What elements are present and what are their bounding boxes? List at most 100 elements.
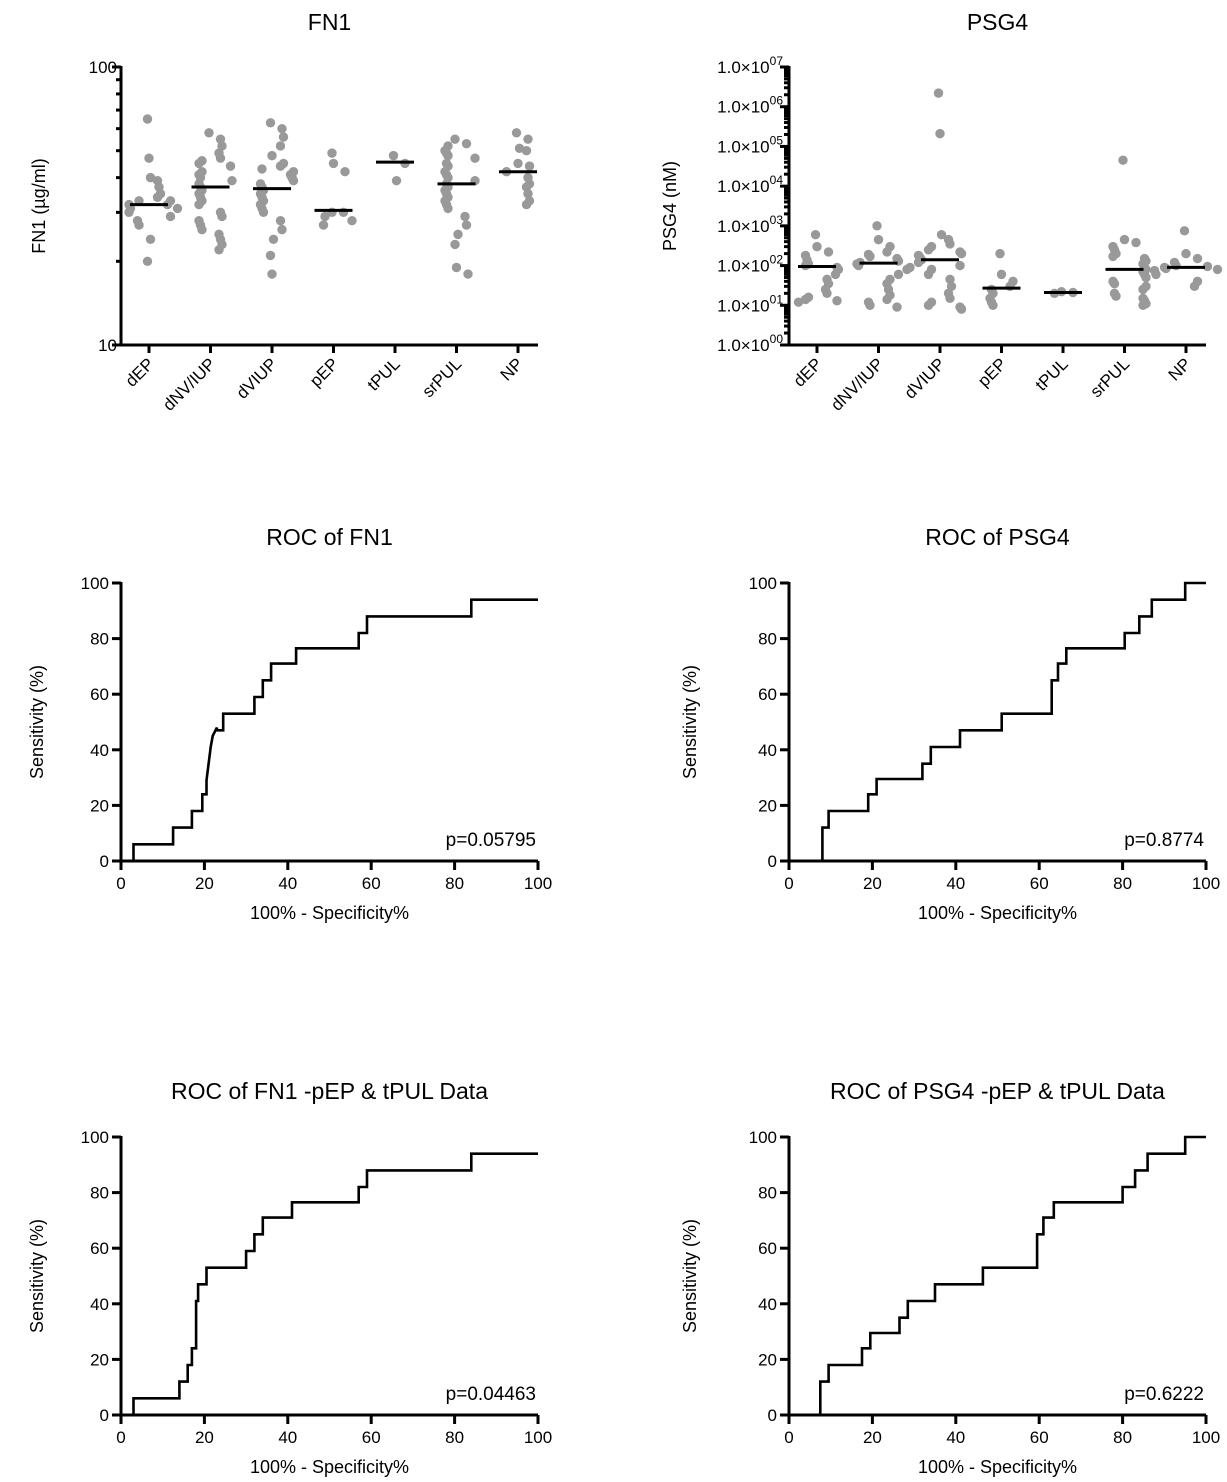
data-point [327, 148, 336, 157]
tick-base: 1.0×10 [717, 257, 769, 276]
data-point [892, 302, 901, 311]
group-1 [192, 128, 237, 254]
data-point [166, 212, 175, 221]
x-tick-label: tPUL [1032, 354, 1072, 394]
data-point [216, 153, 225, 162]
x-tick-label: 20 [863, 1428, 882, 1447]
group-3 [315, 148, 357, 229]
chart-title: ROC of PSG4 [925, 524, 1070, 550]
data-point [143, 114, 152, 123]
x-tick-label: 100 [1192, 1428, 1220, 1447]
y-tick-label: 1.0×1007 [717, 54, 783, 77]
group-2 [253, 118, 298, 279]
y-tick-label: 40 [90, 741, 109, 760]
tick-base: 1.0×10 [717, 137, 769, 156]
y-tick-label: 0 [100, 1406, 109, 1425]
x-tick-label: dEP [790, 354, 826, 390]
x-axis-label: 100% - Specificity% [250, 1457, 409, 1477]
x-axis-label: 100% - Specificity% [918, 1457, 1077, 1477]
data-point [194, 200, 203, 209]
p-value-annotation: p=0.6222 [1124, 1384, 1204, 1405]
chart-5: ROC of PSG4 -pEP & tPUL Data020406080100… [680, 1078, 1220, 1477]
data-point [997, 270, 1006, 279]
data-point [1141, 273, 1150, 282]
data-point [259, 208, 268, 217]
data-point [289, 176, 298, 185]
data-point [1138, 285, 1147, 294]
p-value-annotation: p=0.8774 [1124, 830, 1204, 851]
y-tick-label: 20 [90, 1350, 109, 1369]
roc-curve [820, 1137, 1206, 1415]
data-point [277, 225, 286, 234]
data-point [153, 193, 162, 202]
y-tick-label: 20 [90, 796, 109, 815]
x-tick-label: NP [1165, 354, 1195, 384]
data-point [865, 301, 874, 310]
data-point [957, 304, 966, 313]
x-tick-label: 60 [1030, 874, 1049, 893]
y-tick-label: 60 [90, 685, 109, 704]
x-tick-label: pEP [974, 354, 1010, 390]
y-tick-label: 80 [90, 630, 109, 649]
p-value-annotation: p=0.04463 [446, 1384, 536, 1405]
y-tick-label: 10 [98, 336, 117, 355]
y-tick-label: 80 [90, 1184, 109, 1203]
y-axis-label: FN1 (µg/ml) [29, 158, 49, 253]
y-tick-label: 100 [89, 58, 117, 77]
data-point [512, 128, 521, 137]
x-tick-label: 40 [278, 874, 297, 893]
tick-exponent: 07 [770, 54, 784, 68]
roc-curve [134, 1154, 539, 1415]
x-tick-label: dNV/IUP [827, 354, 887, 414]
data-point [173, 204, 182, 213]
chart-title: PSG4 [967, 9, 1029, 35]
data-point [124, 208, 133, 217]
data-point [822, 289, 831, 298]
data-point [266, 251, 275, 260]
data-point [1108, 252, 1117, 261]
data-point [453, 230, 462, 239]
x-tick-label: 20 [195, 874, 214, 893]
data-point [525, 161, 534, 170]
data-point [522, 200, 531, 209]
y-tick-label: 80 [758, 1184, 777, 1203]
group-1 [852, 221, 914, 312]
y-tick-label: 0 [768, 1406, 777, 1425]
y-tick-label: 80 [758, 630, 777, 649]
y-tick-label: 1.0×1001 [717, 292, 783, 315]
data-point [340, 167, 349, 176]
tick-exponent: 01 [770, 292, 784, 306]
x-tick-label: srPUL [418, 354, 465, 401]
x-tick-label: pEP [306, 354, 342, 390]
data-point [924, 245, 933, 254]
y-axis-label: Sensitivity (%) [680, 1219, 700, 1333]
data-point [204, 128, 213, 137]
y-tick-label: 60 [758, 685, 777, 704]
data-point [924, 301, 933, 310]
x-axis-label: 100% - Specificity% [918, 903, 1077, 923]
data-point [865, 252, 874, 261]
tick-base: 1.0×10 [717, 296, 769, 315]
y-tick-label: 40 [758, 741, 777, 760]
data-point [146, 235, 155, 244]
tick-base: 1.0×10 [717, 217, 769, 236]
y-axis-label: Sensitivity (%) [27, 665, 47, 779]
x-tick-label: dVIUP [233, 354, 281, 402]
x-tick-label: 0 [116, 1428, 125, 1447]
x-tick-label: 100 [524, 874, 552, 893]
y-tick-label: 1.0×1002 [717, 253, 783, 276]
y-axis-label: Sensitivity (%) [27, 1219, 47, 1333]
group-3 [983, 249, 1021, 310]
x-tick-label: 60 [362, 874, 381, 893]
data-point [831, 270, 840, 279]
x-tick-label: 20 [195, 1428, 214, 1447]
data-point [462, 220, 471, 229]
data-point [1120, 235, 1129, 244]
y-tick-label: 100 [81, 574, 109, 593]
y-axis-label: PSG4 (nM) [660, 161, 680, 251]
data-point [945, 294, 954, 303]
x-tick-label: srPUL [1086, 354, 1133, 401]
chart-title: ROC of FN1 [266, 524, 393, 550]
data-point [1190, 282, 1199, 291]
tick-exponent: 04 [770, 173, 784, 187]
